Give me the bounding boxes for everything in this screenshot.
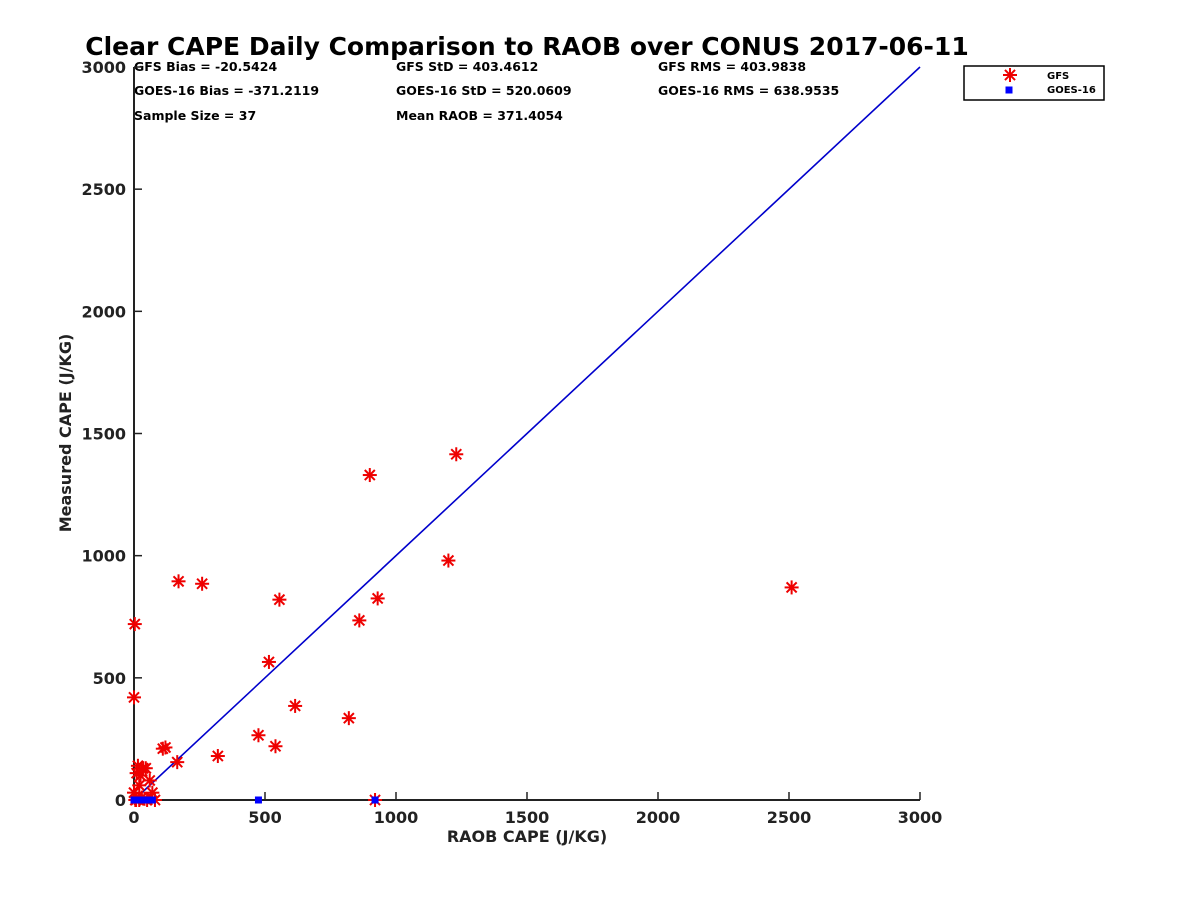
axes: 0 500 1000 1500 2000 2500 3000 0 500 1000 1500 2000… [81, 58, 942, 827]
stats-panel: GFS Bias = -20.5424 GFS StD = 403.4612 G… [134, 59, 839, 123]
gfs-point [784, 580, 799, 595]
y-tick-label: 1000 [81, 547, 126, 566]
legend-box [963, 65, 1105, 101]
y-tick-label: 2500 [81, 180, 126, 199]
gfs-point [370, 591, 385, 606]
legend-goes16-label: GOES-16 [1047, 85, 1096, 96]
x-tick-label: 2000 [636, 808, 681, 827]
stat-sample-size: Sample Size = 37 [134, 108, 256, 123]
gfs-point [288, 698, 303, 713]
gfs-point [142, 773, 157, 788]
gfs-point [449, 447, 464, 462]
y-axis-label: Measured CAPE (J/KG) [56, 334, 75, 533]
gfs-point [195, 576, 210, 591]
stat-gfs-bias: GFS Bias = -20.5424 [134, 59, 277, 74]
x-tick-label: 1000 [374, 808, 419, 827]
gfs-point [127, 785, 141, 800]
x-tick-label: 3000 [898, 808, 943, 827]
x-axis-label: RAOB CAPE (J/KG) [447, 827, 607, 846]
y-tick-label: 0 [115, 791, 126, 810]
gfs-point [170, 755, 185, 770]
y-tick-label: 3000 [81, 58, 126, 77]
reference-line [133, 66, 921, 801]
goes-16-point [254, 796, 262, 804]
legend-gfs-marker [1003, 68, 1017, 82]
gfs-point [352, 613, 367, 628]
chart-title: Clear CAPE Daily Comparison to RAOB over… [85, 32, 968, 61]
y-tick-label: 500 [93, 669, 126, 688]
y-tick-label: 1500 [81, 425, 126, 444]
legend-goes16-marker [1005, 86, 1013, 94]
gfs-point [441, 553, 456, 568]
stat-mean-raob: Mean RAOB = 371.4054 [396, 108, 563, 123]
legend-goes16-symbol [1005, 86, 1013, 94]
gfs-point [127, 690, 141, 705]
data-points [127, 447, 799, 807]
stat-goes16-std: GOES-16 StD = 520.0609 [396, 83, 572, 98]
gfs-point [362, 468, 377, 483]
gfs-point [268, 739, 283, 754]
gfs-point [171, 574, 186, 589]
y-tick-label: 2000 [81, 302, 126, 321]
gfs-point [261, 654, 276, 669]
stat-goes16-rms: GOES-16 RMS = 638.9535 [658, 83, 839, 98]
gfs-point [272, 592, 287, 607]
gfs-point [158, 740, 173, 755]
goes-16-point [371, 796, 379, 804]
x-tick-label: 0 [128, 808, 139, 827]
x-tick-label: 500 [248, 808, 281, 827]
gfs-point [341, 711, 356, 726]
legend-gfs-symbol [1003, 68, 1017, 82]
gfs-point [127, 617, 142, 632]
legend-gfs-label: GFS [1047, 71, 1069, 82]
goes-16-point [143, 796, 151, 804]
stat-gfs-std: GFS StD = 403.4612 [396, 59, 538, 74]
legend: GFS GOES-16 [963, 65, 1105, 101]
gfs-point [210, 749, 225, 764]
x-tick-label: 2500 [767, 808, 812, 827]
stat-goes16-bias: GOES-16 Bias = -371.2119 [134, 83, 319, 98]
stat-gfs-rms: GFS RMS = 403.9838 [658, 59, 806, 74]
gfs-point [138, 761, 153, 776]
x-tick-label: 1500 [505, 808, 550, 827]
gfs-point [251, 728, 266, 743]
one-to-one-line [133, 66, 921, 801]
goes-16-point [148, 796, 156, 804]
gfs-point [132, 778, 147, 793]
